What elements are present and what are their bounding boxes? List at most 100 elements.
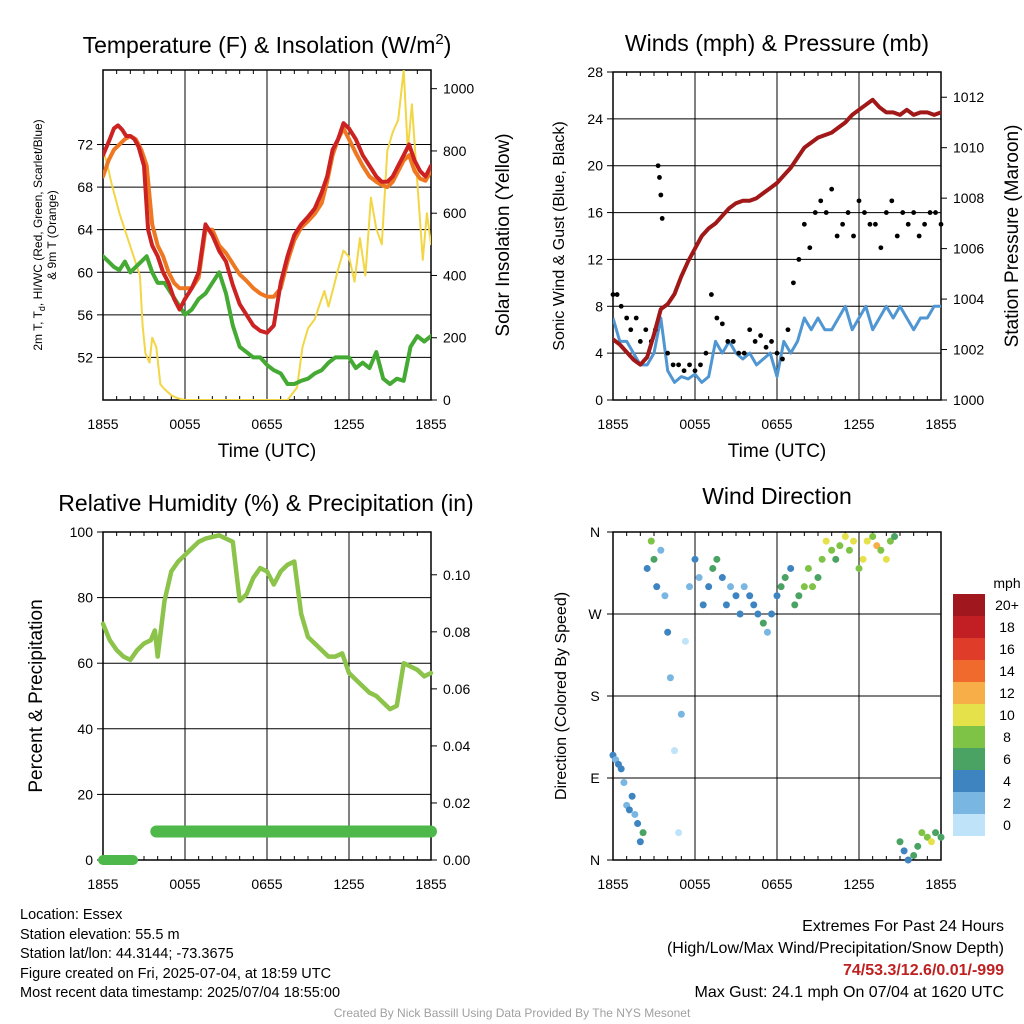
x-tick-label: 1855: [87, 416, 118, 432]
gust-point: [785, 327, 791, 333]
direction-point: [768, 610, 776, 618]
direction-point: [818, 555, 826, 563]
direction-point: [891, 533, 899, 541]
plot-frame: [102, 531, 432, 861]
y2-tick-label: 1008: [953, 190, 984, 206]
x-tick-label: 0055: [679, 416, 710, 432]
gust-point: [730, 339, 736, 344]
colorbar-swatch: [953, 814, 985, 836]
y-tick-label: 72: [77, 137, 93, 153]
direction-point: [781, 574, 789, 582]
y-tick-label: 56: [77, 307, 93, 323]
y2-tick-label: 400: [443, 267, 467, 283]
direction-point: [699, 601, 707, 609]
gust-point: [763, 344, 769, 350]
y-axis-label-line2: & 9m T (Orange): [45, 190, 59, 280]
y-tick-label: 60: [77, 264, 93, 280]
gust-point: [845, 210, 851, 215]
direction-point: [664, 628, 672, 636]
gust-point: [916, 233, 922, 239]
series-line-rh: [100, 533, 434, 712]
direction-point: [666, 674, 674, 682]
gust-point: [922, 221, 927, 227]
station-info: Location: Essex Station elevation: 55.5 …: [20, 906, 340, 1004]
gust-point: [670, 362, 676, 368]
direction-point: [841, 533, 849, 541]
gust-point: [878, 245, 884, 251]
direction-point: [896, 838, 904, 846]
direction-point: [657, 546, 665, 554]
gust-point: [637, 339, 643, 344]
y-tick-label: 100: [70, 524, 94, 540]
gust-point: [752, 339, 758, 344]
x-tick-label: 1855: [925, 416, 956, 432]
y-tick-label: 80: [77, 590, 93, 606]
direction-point: [740, 583, 748, 591]
direction-point: [918, 829, 926, 837]
direction-point: [937, 833, 945, 841]
colorbar-label: 20+: [995, 597, 1019, 613]
direction-point: [727, 583, 735, 591]
direction-point: [750, 601, 758, 609]
colorbar-label: 10: [999, 707, 1015, 723]
gust-point: [610, 292, 616, 297]
direction-point: [709, 564, 717, 572]
gust-point: [801, 221, 807, 227]
colorbar-swatch: [953, 682, 985, 704]
x-tick-label: 1855: [597, 416, 628, 432]
gust-point: [883, 210, 889, 215]
colorbar-swatch: [953, 792, 985, 814]
chart-title-sup: 2: [435, 31, 443, 48]
direction-point: [653, 583, 661, 591]
gust-point: [862, 210, 867, 215]
gust-point: [769, 339, 774, 344]
series-line-3: [103, 70, 431, 400]
y-tick-label: 28: [587, 64, 603, 80]
panel-temperature: 1855 0055 0655 1255 1855 52 56 60 64 68 72 0 200 400 6…: [31, 31, 514, 462]
extremes-panel: Extremes For Past 24 Hours (High/Low/Max…: [667, 916, 1004, 1004]
gust-point: [829, 186, 835, 192]
y2-tick-label: 1004: [953, 291, 984, 307]
y-tick-label: 20: [587, 158, 603, 174]
gust-point: [840, 221, 845, 227]
direction-point: [927, 838, 935, 846]
gust-point: [873, 221, 878, 227]
y-axis-label: 2m T, Td, HI/WC (Red, Green, Scarlet/Blu…: [31, 119, 59, 350]
gust-point: [665, 350, 671, 356]
y2-tick-label: 800: [443, 143, 467, 159]
direction-point: [932, 829, 940, 837]
x-tick-label: 0055: [679, 876, 710, 892]
direction-point: [869, 533, 877, 541]
colorbar-label: 14: [999, 663, 1015, 679]
y-tick-label: 4: [595, 345, 603, 361]
gust-point: [812, 210, 818, 215]
x-tick-label: 0655: [251, 876, 282, 892]
direction-point: [859, 555, 867, 563]
direction-point: [804, 564, 812, 572]
direction-point: [855, 564, 863, 572]
gust-point: [633, 315, 639, 321]
y-axis-label: Sonic Wind & Gust (Blue, Black): [551, 121, 568, 350]
y2-tick-label: 0.04: [443, 738, 470, 754]
direction-point: [845, 546, 853, 554]
y2-tick-label: 1012: [953, 89, 984, 105]
x-tick-label: 0655: [761, 876, 792, 892]
colorbar-label: 18: [999, 619, 1015, 635]
direction-point: [777, 583, 785, 591]
direction-point: [814, 574, 822, 582]
y-tick-label: 8: [595, 298, 603, 314]
gust-point: [796, 257, 802, 262]
chart-title-text: Temperature (F) & Insolation (W/m: [83, 32, 436, 58]
y-tick-label: 0: [85, 852, 93, 868]
y-axis-label-line1b: , HI/WC (Red, Green, Scarlet/Blue): [31, 119, 45, 306]
gust-point: [736, 350, 742, 356]
x-tick-label: 0055: [169, 876, 200, 892]
direction-point: [795, 592, 803, 600]
gust-point: [774, 350, 780, 356]
gust-point: [687, 362, 692, 368]
gust-point: [780, 356, 785, 362]
series-line-1: [103, 126, 431, 299]
y-tick-label: 64: [77, 222, 93, 238]
x-tick-label: 0055: [169, 416, 200, 432]
direction-point: [620, 779, 628, 787]
